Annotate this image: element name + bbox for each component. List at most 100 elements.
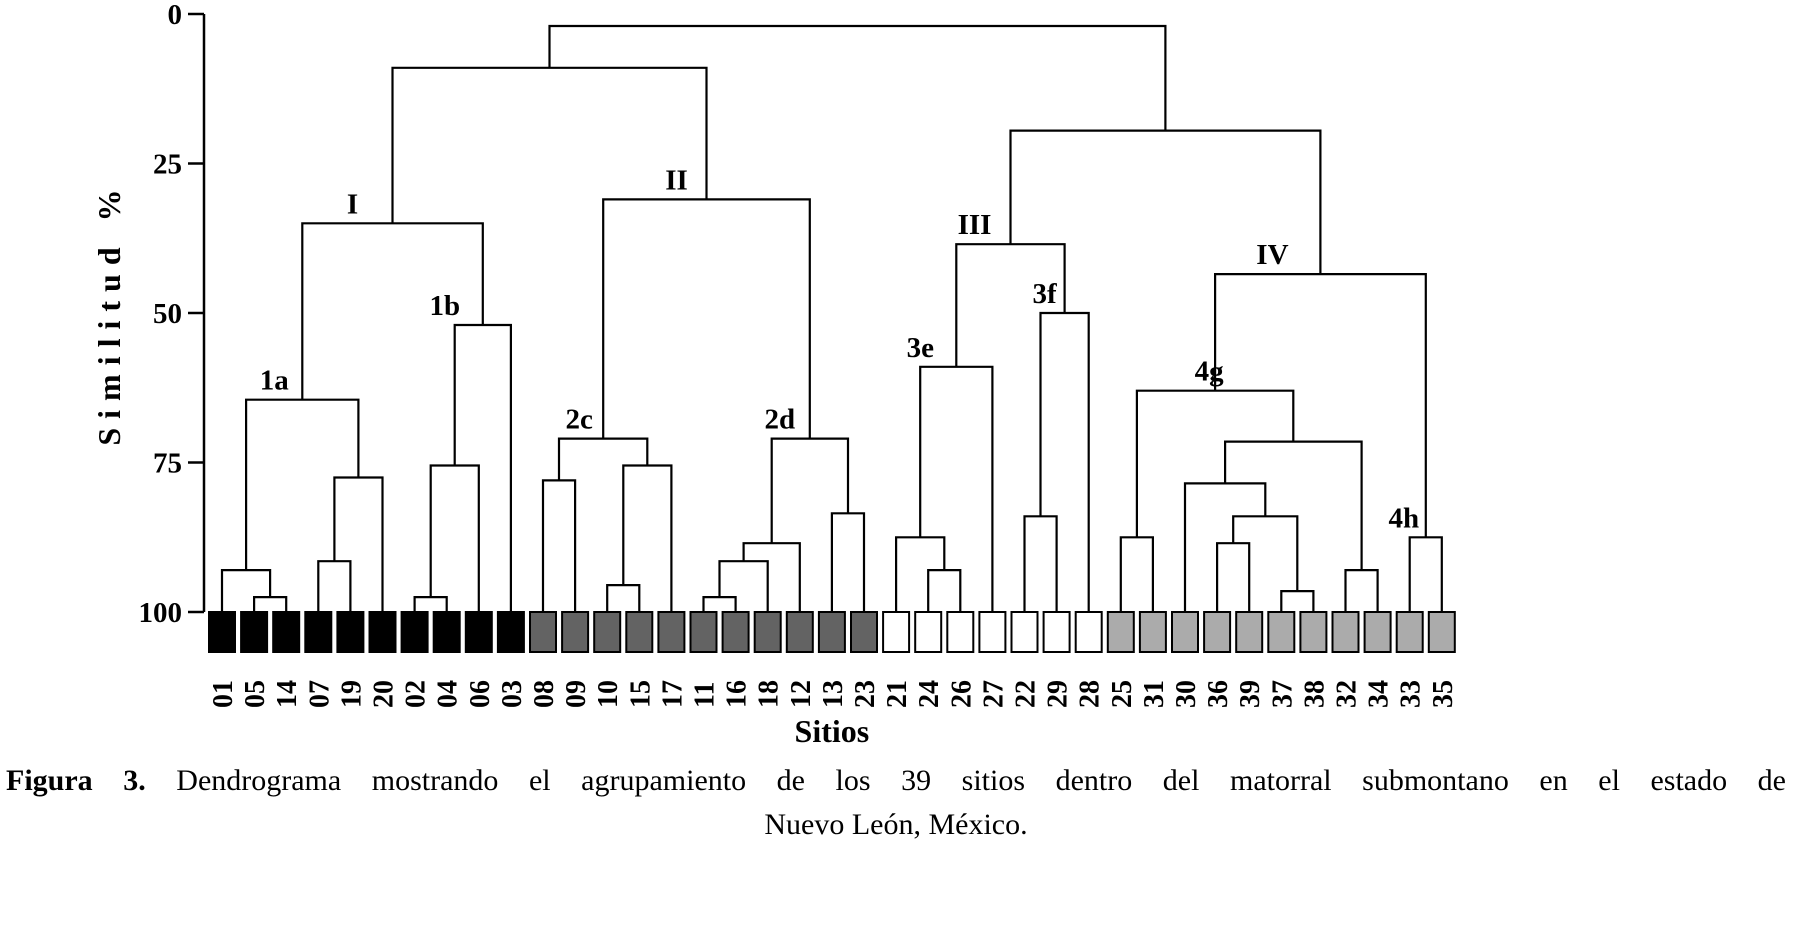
leaf-label-37: 37	[1267, 680, 1298, 708]
leaf-label-14: 14	[272, 680, 303, 708]
leaf-box-16	[721, 611, 750, 653]
leaf-box-29	[1042, 611, 1071, 653]
leaf-label-25: 25	[1107, 680, 1138, 708]
leaf-box-25	[1106, 611, 1135, 653]
dendrogram-link-n05_14	[253, 596, 288, 612]
leaf-box-06	[464, 611, 493, 653]
figure-caption: Figura 3. Dendrograma mostrando el agrup…	[2, 757, 1792, 845]
dendrogram-link-n22_29	[1023, 515, 1058, 612]
dendrogram-link-n13_23	[830, 512, 866, 612]
leaf-label-13: 13	[818, 680, 849, 708]
leaf-label-28: 28	[1075, 680, 1106, 708]
leaf-label-06: 06	[465, 680, 496, 708]
y-axis-tick-label-25: 25	[153, 149, 182, 181]
dendrogram-link-n02_04	[413, 596, 448, 612]
leaf-label-34: 34	[1364, 680, 1395, 708]
leaf-label-08: 08	[529, 680, 560, 708]
leaf-label-11: 11	[690, 682, 721, 708]
leaf-box-09	[561, 611, 590, 653]
leaf-label-12: 12	[786, 680, 817, 708]
leaf-label-05: 05	[240, 680, 271, 708]
dendrogram-link-c1a	[245, 398, 360, 571]
leaf-label-03: 03	[497, 680, 528, 708]
leaf-box-20	[368, 611, 397, 653]
dendrogram-link-c3f	[1039, 311, 1090, 612]
leaf-label-23: 23	[850, 680, 881, 708]
leaf-label-27: 27	[978, 680, 1009, 708]
leaf-label-35: 35	[1428, 680, 1459, 708]
dendrogram-link-root	[548, 24, 1167, 131]
leaf-box-30	[1171, 611, 1199, 653]
dendrogram-link-n25_31	[1119, 536, 1154, 612]
y-axis-title: Similitud %	[91, 180, 127, 445]
leaf-label-21: 21	[882, 680, 913, 708]
leaf-label-16: 16	[722, 680, 753, 708]
leaf-label-04: 04	[433, 680, 464, 708]
cluster-label-4h: 4h	[1388, 502, 1419, 534]
leaf-label-17: 17	[657, 680, 688, 708]
dendrogram-link-c4h	[1408, 536, 1443, 612]
leaf-label-15: 15	[625, 680, 656, 708]
caption-line-1: Figura 3. Dendrograma mostrando el agrup…	[6, 761, 1786, 801]
dendrogram-link-n11_16	[702, 596, 737, 612]
dendrogram-link-n07_20	[333, 476, 384, 612]
leaf-box-15	[625, 611, 654, 653]
dendrogram-link-n10_17	[622, 464, 673, 612]
dendrogram-link-n10_15	[606, 584, 641, 612]
dendrogram-link-n02_06	[429, 464, 480, 612]
dendrogram-link-n01_14	[220, 569, 272, 612]
leaf-box-07	[304, 611, 333, 653]
leaf-box-19	[336, 611, 365, 653]
cluster-label-2c: 2c	[566, 404, 594, 436]
leaf-box-08	[529, 611, 557, 653]
leaf-box-32	[1331, 611, 1360, 653]
leaf-box-37	[1267, 611, 1296, 653]
leaf-box-35	[1427, 611, 1456, 653]
leaf-label-18: 18	[754, 680, 785, 708]
leaf-box-23	[850, 611, 878, 653]
dendrogram-link-n37_38	[1280, 590, 1315, 612]
dendrogram-link-cIV	[1214, 273, 1427, 538]
leaf-label-07: 07	[304, 680, 335, 708]
cluster-label-2d: 2d	[764, 404, 795, 436]
dendrogram-link-n08_09	[541, 479, 577, 612]
dendrogram-link-n07_19	[317, 560, 352, 612]
leaf-label-30: 30	[1171, 680, 1202, 708]
leaf-box-18	[753, 611, 782, 653]
leaf-label-19: 19	[336, 680, 367, 708]
cluster-label-4g: 4g	[1195, 356, 1225, 388]
cluster-label-1a: 1a	[260, 365, 290, 397]
leaf-box-33	[1395, 611, 1424, 653]
leaf-box-11	[689, 611, 718, 653]
leaf-box-34	[1363, 611, 1392, 653]
leaf-label-32: 32	[1332, 680, 1363, 708]
leaf-label-20: 20	[369, 680, 400, 708]
caption-figure-label: Figura 3.	[6, 764, 146, 797]
y-axis-tick-label-100: 100	[139, 597, 183, 629]
dendrogram-link-n36_39	[1216, 542, 1251, 612]
leaf-label-39: 39	[1235, 680, 1266, 708]
cluster-label-1b: 1b	[429, 290, 460, 322]
dendrogram-link-c2c	[557, 437, 649, 481]
leaf-label-02: 02	[401, 680, 432, 708]
leaf-box-05	[240, 611, 269, 653]
dendrogram-link-c1b	[453, 323, 512, 612]
leaf-box-24	[914, 611, 943, 653]
leaf-label-29: 29	[1043, 680, 1074, 708]
dendrogram-link-n30_38	[1183, 482, 1267, 612]
leaf-box-13	[817, 611, 846, 653]
leaf-label-33: 33	[1396, 680, 1427, 708]
dendrogram-link-c3e	[919, 365, 994, 612]
cluster-label-3e: 3e	[907, 332, 935, 364]
leaf-box-22	[1010, 611, 1039, 653]
cluster-label-III: III	[958, 209, 992, 241]
dendrogram-link-n30_34	[1224, 440, 1363, 571]
leaf-box-10	[593, 611, 622, 653]
dendrogram-link-n32_34	[1344, 569, 1379, 612]
dendrogram-link-c2d	[770, 437, 850, 544]
y-axis-tick-label-50: 50	[153, 298, 182, 330]
leaf-label-31: 31	[1139, 680, 1170, 708]
cluster-label-3f: 3f	[1033, 278, 1058, 310]
